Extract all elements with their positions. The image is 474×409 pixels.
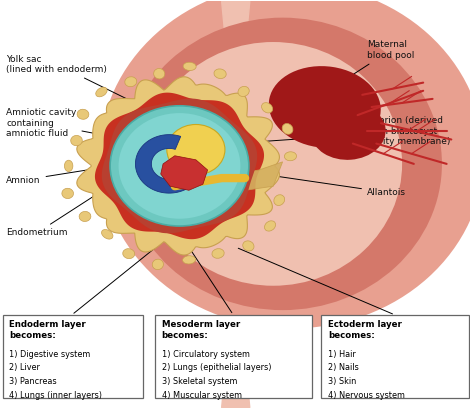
Polygon shape: [136, 135, 186, 193]
Text: Maternal
blood pool: Maternal blood pool: [318, 40, 414, 97]
Text: 4) Muscular system: 4) Muscular system: [162, 391, 242, 400]
Text: Amniotic cavity
containing
amniotic fluid: Amniotic cavity containing amniotic flui…: [6, 108, 135, 141]
Text: 4) Lungs (inner layers): 4) Lungs (inner layers): [9, 391, 102, 400]
Text: 3) Skeletal system: 3) Skeletal system: [162, 377, 237, 386]
Ellipse shape: [214, 69, 226, 79]
Ellipse shape: [183, 62, 196, 70]
Polygon shape: [222, 339, 250, 408]
Text: 3) Pancreas: 3) Pancreas: [9, 377, 57, 386]
Polygon shape: [77, 77, 280, 255]
Circle shape: [110, 106, 249, 226]
Ellipse shape: [123, 18, 442, 310]
Ellipse shape: [100, 0, 474, 328]
Ellipse shape: [62, 188, 73, 198]
Ellipse shape: [101, 229, 113, 239]
Text: 1) Digestive system: 1) Digestive system: [9, 350, 91, 359]
Ellipse shape: [284, 152, 297, 161]
Text: Chorion (derived
from blastocyst
cavity membrane): Chorion (derived from blastocyst cavity …: [264, 117, 450, 146]
Ellipse shape: [154, 69, 165, 79]
Ellipse shape: [243, 241, 254, 251]
Text: 1) Hair: 1) Hair: [328, 350, 356, 359]
Ellipse shape: [274, 195, 285, 205]
Text: 4) Nervous system: 4) Nervous system: [328, 391, 405, 400]
Ellipse shape: [71, 135, 82, 146]
Polygon shape: [222, 1, 250, 70]
Circle shape: [167, 124, 225, 175]
Polygon shape: [102, 99, 257, 233]
Ellipse shape: [269, 66, 381, 148]
Ellipse shape: [79, 211, 91, 222]
Text: 2) Liver: 2) Liver: [9, 363, 40, 372]
Text: Amnion: Amnion: [6, 164, 123, 184]
Text: 2) Nails: 2) Nails: [328, 363, 359, 372]
Text: Mesoderm layer
becomes:: Mesoderm layer becomes:: [162, 320, 240, 340]
Ellipse shape: [77, 109, 89, 119]
Ellipse shape: [311, 103, 386, 160]
Text: Yolk sac
(lined with endoderm): Yolk sac (lined with endoderm): [6, 55, 186, 128]
Ellipse shape: [152, 259, 164, 270]
Ellipse shape: [282, 124, 293, 134]
Ellipse shape: [64, 160, 73, 172]
Ellipse shape: [125, 77, 137, 87]
Ellipse shape: [123, 249, 135, 258]
Text: 3) Skin: 3) Skin: [328, 377, 356, 386]
Ellipse shape: [144, 42, 402, 286]
Polygon shape: [236, 162, 283, 190]
Ellipse shape: [262, 103, 273, 113]
Ellipse shape: [212, 249, 224, 258]
FancyBboxPatch shape: [155, 315, 311, 398]
Ellipse shape: [96, 87, 107, 97]
Ellipse shape: [182, 256, 196, 264]
Text: Ectoderm layer
becomes:: Ectoderm layer becomes:: [328, 320, 402, 340]
Text: Endoderm layer
becomes:: Endoderm layer becomes:: [9, 320, 86, 340]
Text: Allantois: Allantois: [264, 174, 406, 197]
Ellipse shape: [264, 221, 275, 231]
Polygon shape: [161, 156, 208, 190]
Ellipse shape: [238, 86, 249, 97]
FancyBboxPatch shape: [3, 315, 143, 398]
Polygon shape: [95, 92, 264, 239]
Text: 2) Lungs (epithelial layers): 2) Lungs (epithelial layers): [162, 363, 271, 372]
Circle shape: [118, 113, 240, 219]
Text: 1) Circulatory system: 1) Circulatory system: [162, 350, 249, 359]
FancyBboxPatch shape: [321, 315, 469, 398]
Text: Endometrium: Endometrium: [6, 188, 107, 238]
